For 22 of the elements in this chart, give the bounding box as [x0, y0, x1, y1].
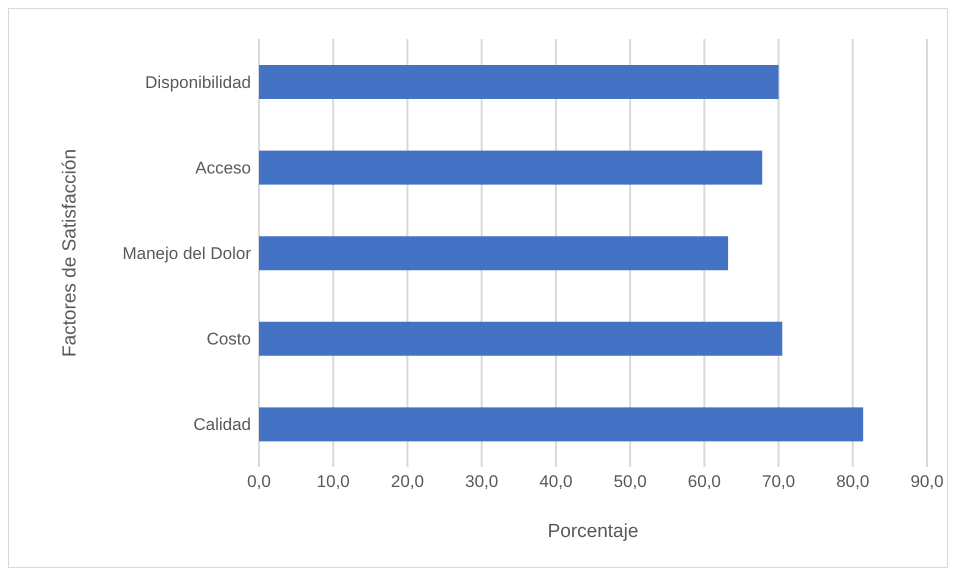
y-axis-title: Factores de Satisfacción — [60, 148, 81, 358]
bar — [259, 407, 864, 442]
x-tick-label: 10,0 — [316, 472, 350, 492]
y-tick-label: Manejo del Dolor — [122, 244, 252, 264]
x-tick-label: 30,0 — [465, 472, 498, 492]
x-tick-label: 90,0 — [910, 472, 944, 492]
y-tick-label: Disponibilidad — [145, 72, 251, 92]
x-tick-label: 40,0 — [539, 472, 572, 492]
x-tick-label: 50,0 — [614, 472, 647, 492]
bar — [259, 65, 779, 99]
x-tick-label: 20,0 — [390, 472, 424, 492]
x-tick-label: 70,0 — [762, 472, 796, 492]
y-tick-label: Acceso — [195, 158, 251, 178]
bar — [259, 322, 782, 356]
bar — [259, 150, 762, 185]
y-tick-label: Costo — [206, 330, 251, 349]
x-tick-label: 60,0 — [688, 472, 721, 492]
x-tick-label: 0,0 — [247, 472, 271, 492]
y-tick-label: Calidad — [193, 415, 251, 434]
x-axis-title: Porcentaje — [548, 521, 638, 542]
x-tick-label: 80,0 — [836, 472, 870, 492]
bar — [259, 236, 728, 270]
